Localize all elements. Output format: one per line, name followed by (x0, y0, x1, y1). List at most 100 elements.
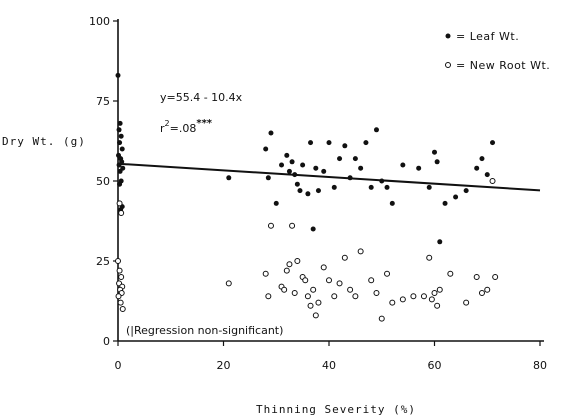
x-tick-label: 20 (217, 359, 231, 372)
regression-line (117, 162, 541, 192)
r-squared-significance: *** (196, 118, 212, 129)
data-point-leaf (115, 72, 121, 78)
data-point-leaf (347, 175, 353, 181)
data-point-leaf (363, 140, 369, 146)
data-point-root (119, 306, 126, 312)
data-point-leaf (297, 188, 303, 194)
data-point-root (294, 258, 301, 264)
y-tick-label: 75 (96, 95, 110, 108)
data-point-root (310, 286, 317, 293)
data-point-root (410, 293, 417, 300)
data-point-leaf (373, 127, 379, 133)
y-tick-label: 100 (89, 15, 110, 28)
data-point-root (484, 286, 491, 293)
data-point-root (352, 293, 359, 300)
data-point-root (463, 299, 470, 306)
data-point-leaf (263, 146, 269, 152)
y-tick-label: 0 (103, 335, 110, 348)
data-point-leaf (119, 146, 125, 152)
data-point-leaf (292, 172, 298, 178)
data-point-leaf (117, 140, 123, 146)
data-point-root (341, 254, 348, 261)
data-point-leaf (284, 152, 290, 158)
data-point-leaf (313, 165, 319, 171)
data-point-leaf (226, 175, 232, 181)
r-squared-exponent: 2 (165, 119, 170, 128)
axis-ticks: 0 25 50 75 100 0 20 40 60 80 (89, 15, 547, 372)
r-squared-value: =.08 (170, 122, 197, 135)
y-tick-label: 25 (96, 255, 110, 268)
data-point-leaf (416, 165, 422, 171)
data-point-leaf (484, 172, 490, 178)
data-point-leaf (279, 162, 285, 168)
data-point-root (286, 261, 293, 268)
data-point-root (434, 302, 441, 309)
data-point-leaf (321, 168, 327, 174)
data-point-leaf (315, 188, 321, 194)
y-tick-label: 50 (96, 175, 110, 188)
data-point-root (428, 296, 435, 303)
data-point-root (399, 296, 406, 303)
data-point-leaf (342, 143, 348, 149)
data-point-leaf (116, 127, 122, 133)
data-point-leaf (118, 133, 124, 139)
data-point-root (118, 274, 125, 280)
data-point-leaf (117, 168, 123, 174)
x-axis-label: Thinning Severity (%) (256, 403, 416, 416)
data-point-root (289, 222, 296, 229)
data-point-leaf (117, 120, 123, 126)
data-point-leaf (379, 178, 385, 184)
data-point-leaf (358, 165, 364, 171)
data-point-root (315, 299, 322, 306)
data-point-root (473, 274, 480, 280)
data-point-root (489, 178, 496, 184)
data-point-leaf (289, 159, 295, 165)
data-point-leaf (463, 188, 469, 194)
x-tick-label: 80 (533, 359, 547, 372)
regression-equation: y=55.4 - 10.4x (160, 91, 243, 104)
data-point-leaf (331, 184, 337, 190)
data-point-leaf (453, 194, 459, 200)
data-point-root (265, 293, 272, 300)
r-squared-annotation: r2=.08*** (160, 118, 213, 135)
data-point-root (116, 267, 123, 274)
data-point-root (357, 248, 364, 255)
data-point-leaf (268, 130, 274, 136)
data-point-root (116, 200, 123, 207)
data-point-root (378, 315, 385, 322)
data-point-leaf (368, 184, 374, 190)
legend-label-leaf: = Leaf Wt. (456, 30, 519, 43)
data-point-leaf (273, 200, 279, 206)
data-point-leaf (310, 226, 316, 232)
data-point-leaf (286, 168, 292, 174)
y-axis-label: Dry Wt. (g) (2, 135, 86, 148)
x-tick-label: 60 (428, 359, 442, 372)
data-point-leaf (384, 184, 390, 190)
data-point-leaf (116, 162, 122, 168)
data-point-leaf (305, 191, 311, 197)
data-point-root (347, 286, 354, 293)
data-point-leaf (308, 140, 314, 146)
data-point-leaf (294, 181, 300, 187)
data-point-root (281, 286, 288, 293)
data-point-leaf (434, 159, 440, 165)
data-point-root (312, 312, 319, 319)
x-tick-label: 40 (322, 359, 336, 372)
data-point-leaf (389, 200, 395, 206)
legend-marker-leaf (445, 33, 451, 39)
data-point-leaf (352, 156, 358, 162)
data-point-root (262, 270, 269, 277)
data-point-root (384, 270, 391, 277)
data-point-leaf (400, 162, 406, 168)
data-point-root (115, 293, 122, 300)
legend-marker-root (445, 62, 451, 68)
data-point-root (426, 254, 433, 261)
data-point-root (225, 280, 232, 287)
data-point-root (389, 299, 396, 306)
data-point-root (436, 286, 443, 293)
data-point-root (117, 299, 124, 306)
data-point-leaf (437, 239, 443, 245)
data-point-leaf (265, 175, 271, 181)
data-point-leaf (326, 140, 332, 146)
